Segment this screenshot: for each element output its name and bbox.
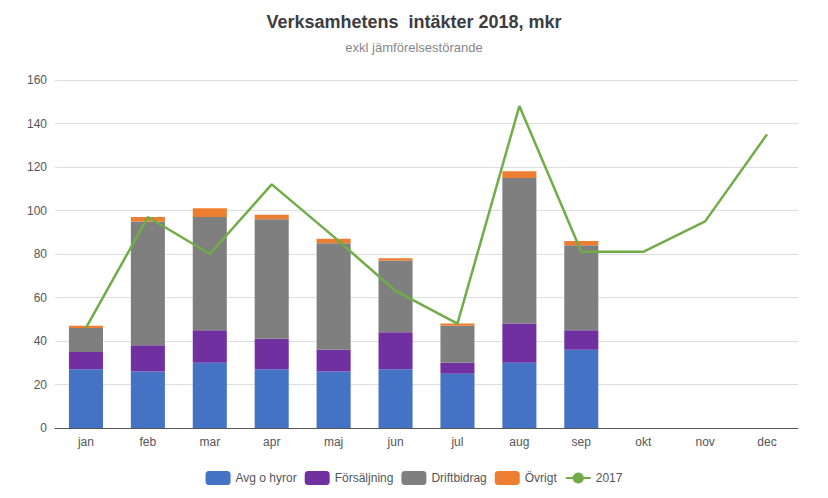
svg-text:jun: jun: [387, 435, 404, 449]
svg-text:140: 140: [27, 117, 47, 131]
svg-text:maj: maj: [324, 435, 343, 449]
svg-text:Verksamhetens intäkter 2018,: Verksamhetens intäkter 2018, mkr: [266, 12, 561, 32]
svg-text:160: 160: [27, 73, 47, 87]
svg-text:2017: 2017: [596, 471, 623, 485]
svg-text:Driftbidrag: Driftbidrag: [431, 471, 486, 485]
svg-text:dec: dec: [757, 435, 776, 449]
svg-text:40: 40: [34, 334, 48, 348]
svg-text:20: 20: [34, 378, 48, 392]
svg-text:exkl jämförelsestörande: exkl jämförelsestörande: [345, 40, 482, 55]
svg-text:nov: nov: [695, 435, 714, 449]
svg-text:120: 120: [27, 160, 47, 174]
svg-text:0: 0: [40, 421, 47, 435]
svg-text:Försäljning: Försäljning: [335, 471, 394, 485]
svg-text:mar: mar: [199, 435, 220, 449]
svg-text:Övrigt: Övrigt: [525, 471, 558, 485]
svg-text:apr: apr: [263, 435, 280, 449]
svg-text:jan: jan: [77, 435, 94, 449]
svg-text:100: 100: [27, 204, 47, 218]
svg-text:sep: sep: [572, 435, 592, 449]
svg-text:aug: aug: [509, 435, 529, 449]
svg-text:80: 80: [34, 247, 48, 261]
svg-text:Avg o hyror: Avg o hyror: [236, 471, 297, 485]
svg-text:okt: okt: [635, 435, 652, 449]
svg-text:feb: feb: [140, 435, 157, 449]
svg-text:60: 60: [34, 291, 48, 305]
svg-text:jul: jul: [450, 435, 463, 449]
